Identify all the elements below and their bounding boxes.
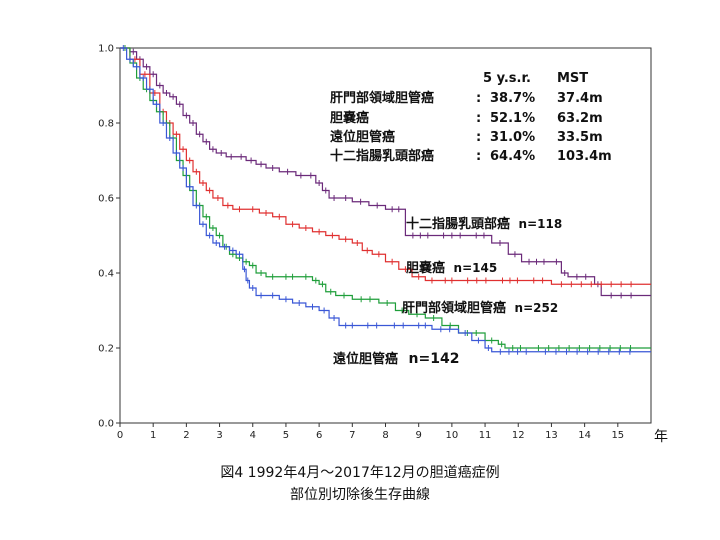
table-row-name: 十二指腸乳頭部癌	[330, 148, 434, 164]
table-row-sep: :	[476, 149, 481, 164]
x-tick-label: 10	[446, 430, 459, 441]
x-axis: 0 1 2 3 4 5 6 7 8 9 10 11 12 13 14 15	[117, 423, 624, 441]
table-row-sep: :	[476, 91, 481, 106]
summary-table: 5 y.s.r. MST 肝門部領域胆管癌 : 38.7% 37.4m 胆嚢癌 …	[330, 71, 612, 164]
caption-line-1: 図4 1992年4月～2017年12月の胆道癌症例	[220, 465, 500, 481]
x-tick-label: 5	[283, 430, 289, 441]
table-row-name: 肝門部領域胆管癌	[330, 90, 434, 106]
table-header-ysr: 5 y.s.r.	[483, 71, 531, 86]
survival-curve-line	[120, 47, 651, 285]
y-tick-label: 0.2	[98, 344, 114, 355]
series-label-name: 十二指腸乳頭部癌	[406, 216, 510, 232]
table-row-ysr: 38.7%	[490, 91, 535, 106]
y-tick-label: 0.8	[98, 119, 114, 130]
table-row-mst: 63.2m	[557, 111, 603, 126]
x-tick-label: 1	[150, 430, 156, 441]
x-tick-label: 12	[512, 430, 525, 441]
x-tick-label: 14	[578, 430, 591, 441]
series-label-name: 肝門部領域胆管癌	[402, 300, 506, 316]
table-row-sep: :	[476, 111, 481, 126]
series-label-name: 遠位胆管癌	[333, 351, 398, 367]
series-labels: 十二指腸乳頭部癌 n=118 胆嚢癌 n=145 肝門部領域胆管癌 n=252 …	[333, 216, 562, 367]
table-row-mst: 37.4m	[557, 91, 603, 106]
series-label-n: n=145	[454, 261, 498, 275]
survival-chart: 0.00.20.40.60.81.0 0 1 2 3 4 5 6 7 8 9 10 11 12 13 14 1…	[98, 44, 668, 446]
series-label-name: 胆嚢癌	[406, 260, 445, 276]
table-row-ysr: 52.1%	[490, 111, 535, 126]
x-tick-label: 15	[611, 430, 624, 441]
series-label-papilla: 十二指腸乳頭部癌 n=118	[406, 216, 562, 232]
survival-curves	[120, 45, 651, 355]
caption-line-2: 部位別切除後生存曲線	[290, 487, 430, 503]
y-tick-label: 0.0	[98, 419, 114, 430]
series-label-n: n=118	[519, 217, 563, 231]
table-row-sep: :	[476, 130, 481, 145]
x-tick-label: 3	[216, 430, 222, 441]
y-tick-label: 0.4	[98, 269, 114, 280]
table-row-mst: 33.5m	[557, 130, 603, 145]
x-axis-label: 年	[654, 429, 668, 445]
x-tick-label: 13	[545, 430, 558, 441]
series-label-n: n=142	[409, 351, 460, 367]
table-row-name: 遠位胆管癌	[330, 129, 395, 145]
y-tick-label: 1.0	[98, 44, 114, 55]
series-label-distal: 遠位胆管癌 n=142	[333, 351, 459, 367]
series-label-gallbladder: 胆嚢癌 n=145	[406, 260, 497, 276]
table-row-ysr: 64.4%	[490, 149, 535, 164]
y-tick-label: 0.6	[98, 194, 114, 205]
x-tick-label: 4	[250, 430, 256, 441]
x-tick-label: 0	[117, 430, 123, 441]
x-tick-label: 2	[183, 430, 189, 441]
x-tick-label: 6	[316, 430, 322, 441]
x-tick-label: 8	[382, 430, 388, 441]
series-label-n: n=252	[515, 301, 559, 315]
y-axis: 0.0 0.2 0.4 0.6 0.8 1.0	[98, 44, 120, 430]
table-row-name: 胆嚢癌	[330, 110, 369, 126]
table-header-mst: MST	[557, 71, 588, 86]
table-row-mst: 103.4m	[557, 149, 612, 164]
x-tick-label: 11	[479, 430, 492, 441]
table-row-ysr: 31.0%	[490, 130, 535, 145]
x-tick-label: 7	[349, 430, 355, 441]
series-label-perihilar: 肝門部領域胆管癌 n=252	[402, 300, 558, 316]
x-tick-label: 9	[416, 430, 422, 441]
